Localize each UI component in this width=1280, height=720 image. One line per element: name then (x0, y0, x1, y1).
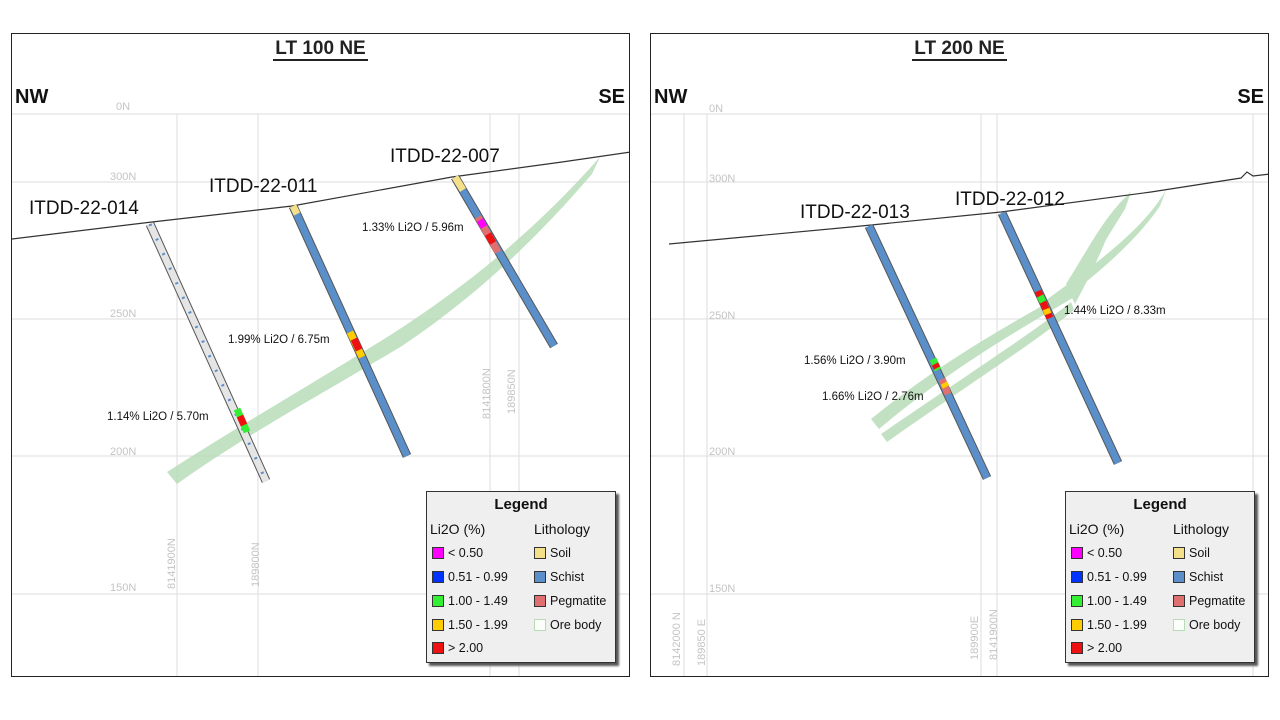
drill-hole-itdd-22-007 (451, 174, 558, 349)
swatch-ore-body (1173, 619, 1185, 631)
elevation-label: 150N (709, 583, 735, 595)
swatch-yellow (432, 619, 444, 631)
swatch-soil (534, 547, 546, 559)
legend-box: Legend Li2O (%) Lithology < 0.50 0.51 - … (1065, 491, 1255, 663)
intercept-label: 1.66% Li2O / 2.76m (822, 391, 924, 403)
elevation-label: 200N (709, 446, 735, 458)
direction-nw-label: NW (654, 86, 688, 108)
section-title: LT 200 NE (912, 38, 1007, 61)
ore-body (871, 190, 1166, 442)
elevation-label: 0N (116, 101, 130, 113)
legend-item: > 2.00 (1071, 639, 1122, 657)
legend-title: Legend (1133, 496, 1187, 513)
swatch-blue (432, 571, 444, 583)
legend-item: Schist (1173, 568, 1223, 586)
legend-item: Pegmatite (534, 592, 606, 610)
swatch-green (432, 595, 444, 607)
intercept-label: 1.44% Li2O / 8.33m (1064, 305, 1166, 317)
grid-coordinate-label: 8141900N (166, 538, 178, 589)
direction-se-label: SE (598, 86, 625, 108)
swatch-red (1071, 642, 1083, 654)
legend-item: Soil (534, 544, 571, 562)
hole-label: ITDD-22-012 (955, 189, 1065, 210)
swatch-magenta (1071, 547, 1083, 559)
legend-item: 1.00 - 1.49 (1071, 592, 1147, 610)
topography-line (668, 171, 1268, 245)
intercept-label: 1.14% Li2O / 5.70m (107, 411, 209, 423)
drill-hole-itdd-22-014 (145, 222, 271, 483)
legend-title: Legend (494, 496, 548, 513)
drill-hole-itdd-22-013 (864, 224, 992, 480)
swatch-schist (534, 571, 546, 583)
legend-item: < 0.50 (432, 544, 483, 562)
legend-box: Legend Li2O (%) Lithology < 0.50 0.51 - … (426, 491, 616, 663)
legend-item: < 0.50 (1071, 544, 1122, 562)
grid-coordinate-label: 189850 E (696, 619, 708, 666)
swatch-yellow (1071, 619, 1083, 631)
elevation-label: 300N (110, 171, 136, 183)
intercept-label: 1.33% Li2O / 5.96m (362, 222, 464, 234)
legend-item: Schist (534, 568, 584, 586)
legend-item: 0.51 - 0.99 (1071, 568, 1147, 586)
legend-lithology-header: Lithology (534, 521, 591, 537)
direction-se-label: SE (1237, 86, 1264, 108)
grid-coordinate-label: 8142000 N (671, 612, 683, 666)
swatch-green (1071, 595, 1083, 607)
topography-line (12, 151, 629, 240)
elevation-label: 200N (110, 446, 136, 458)
swatch-blue (1071, 571, 1083, 583)
swatch-magenta (432, 547, 444, 559)
elevation-label: 0N (709, 103, 723, 115)
grid-coordinate-label: 189800N (250, 542, 262, 587)
hole-label: ITDD-22-007 (390, 146, 500, 167)
legend-item: Ore body (534, 616, 601, 634)
section-title: LT 100 NE (273, 38, 368, 61)
legend-item: > 2.00 (432, 639, 483, 657)
legend-lithology-header: Lithology (1173, 521, 1230, 537)
grid-coordinate-label: 189900E (969, 616, 981, 660)
drill-hole-itdd-22-012 (997, 211, 1123, 465)
drill-hole-itdd-22-011 (288, 204, 412, 458)
swatch-ore-body (534, 619, 546, 631)
intercept-label: 1.56% Li2O / 3.90m (804, 355, 906, 367)
hole-label: ITDD-22-013 (800, 202, 910, 223)
swatch-pegmatite (1173, 595, 1185, 607)
legend-item: Ore body (1173, 616, 1240, 634)
direction-nw-label: NW (15, 86, 49, 108)
elevation-label: 300N (709, 173, 735, 185)
ore-body (167, 157, 600, 484)
legend-item: 0.51 - 0.99 (432, 568, 508, 586)
legend-item: 1.50 - 1.99 (1071, 616, 1147, 634)
section-panel-lt200ne: 0N 300N 250N 200N 150N 8142000 N 189850 … (650, 33, 1269, 677)
swatch-pegmatite (534, 595, 546, 607)
swatch-schist (1173, 571, 1185, 583)
legend-item: Pegmatite (1173, 592, 1245, 610)
intercept-label: 1.99% Li2O / 6.75m (228, 334, 330, 346)
swatch-red (432, 642, 444, 654)
elevation-label: 250N (110, 308, 136, 320)
section-drawing-lt100ne: 0N 300N 250N 200N 150N 8141900N 189800N … (12, 101, 629, 676)
elevation-label: 250N (709, 310, 735, 322)
grid-coordinate-label: 8141800N (481, 368, 493, 419)
grid-lines (12, 113, 629, 676)
grid-coordinate-label: 189850N (506, 369, 518, 414)
legend-item: 1.50 - 1.99 (432, 616, 508, 634)
swatch-soil (1173, 547, 1185, 559)
legend-li2o-header: Li2O (%) (1069, 521, 1125, 537)
hole-label: ITDD-22-014 (29, 198, 139, 219)
legend-li2o-header: Li2O (%) (430, 521, 486, 537)
hole-label: ITDD-22-011 (209, 176, 317, 197)
grid-coordinate-label: 8141900N (988, 609, 1000, 660)
elevation-label: 150N (110, 582, 136, 594)
legend-item: Soil (1173, 544, 1210, 562)
section-panel-lt100ne: 0N 300N 250N 200N 150N 8141900N 189800N … (11, 33, 630, 677)
legend-item: 1.00 - 1.49 (432, 592, 508, 610)
